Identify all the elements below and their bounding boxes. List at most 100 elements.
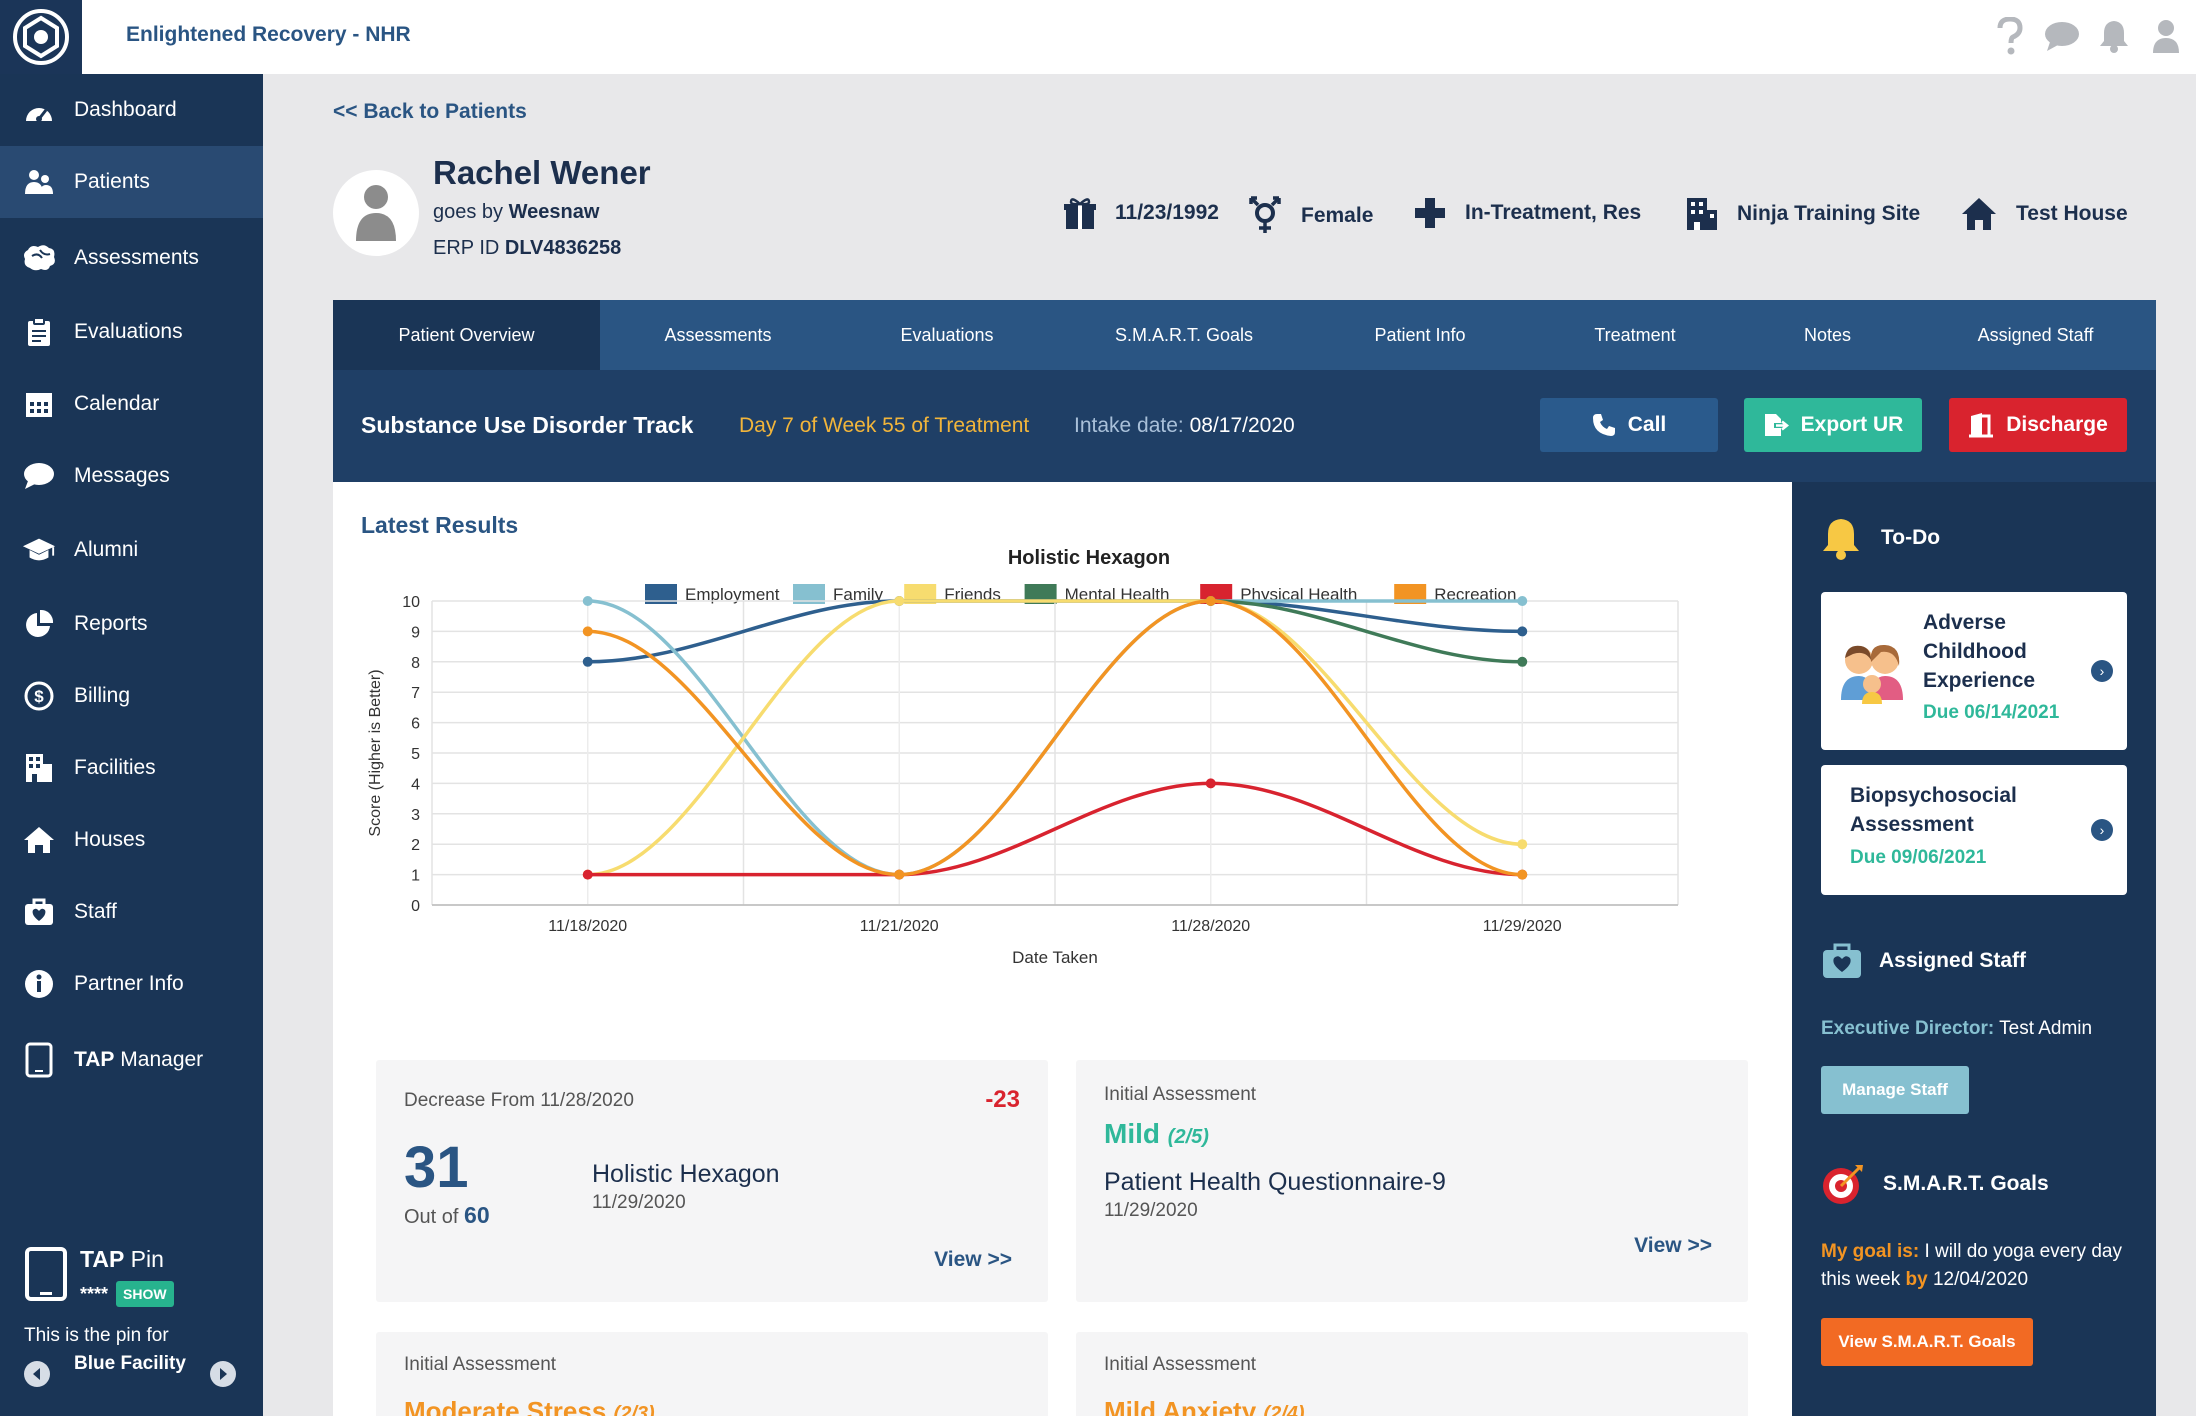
house-icon	[22, 823, 56, 857]
sidebar-item-label: TAP Manager	[74, 1048, 204, 1071]
sidebar-item-label: Evaluations	[74, 320, 183, 343]
goal-by: by	[1905, 1269, 1928, 1290]
pie-chart-icon	[22, 607, 56, 641]
brain-icon	[22, 241, 56, 275]
sidebar-item-label: Reports	[74, 612, 148, 635]
tap-pin-note: This is the pin for	[24, 1325, 169, 1346]
card2-name: Patient Health Questionnaire-9	[1104, 1168, 1446, 1196]
sidebar-item-houses[interactable]: Houses	[0, 804, 263, 876]
overview-content: Latest Results Holistic Hexagon Employmen…	[333, 482, 1792, 1416]
patients-icon	[22, 165, 56, 199]
sidebar-item-dashboard[interactable]: Dashboard	[0, 74, 263, 146]
calendar-icon	[22, 387, 56, 421]
patient-site: Ninja Training Site	[1685, 196, 1920, 232]
goal-text: My goal is: I will do yoga every day thi…	[1821, 1238, 2141, 1294]
assigned-staff-title: Assigned Staff	[1879, 949, 2027, 972]
discharge-button[interactable]: Discharge	[1949, 398, 2127, 452]
tab-assigned-staff[interactable]: Assigned Staff	[1977, 324, 2094, 345]
intake-date: 08/17/2020	[1189, 414, 1295, 437]
sidebar-item-staff[interactable]: Staff	[0, 876, 263, 948]
legend-label-1: Family	[833, 585, 884, 604]
chevron-right-icon[interactable]: ›	[2091, 660, 2113, 682]
tab-evaluations[interactable]: Evaluations	[900, 324, 994, 345]
card1-view-link[interactable]: View >>	[934, 1248, 1012, 1271]
todo-item-biopsychosocial[interactable]: Biopsychosocial Assessment Due 09/06/202…	[1821, 765, 2127, 895]
next-facility-icon[interactable]	[209, 1361, 236, 1392]
tab-patient-overview[interactable]: Patient Overview	[333, 300, 600, 370]
tab-notes[interactable]: Notes	[1803, 324, 1852, 345]
series-point-0-0	[582, 656, 593, 667]
message-icon	[22, 459, 56, 493]
result-card-stress: Initial Assessment Moderate Stress (2/3)	[376, 1332, 1048, 1416]
prev-facility-icon[interactable]	[24, 1361, 50, 1392]
export-ur-button[interactable]: Export UR	[1744, 398, 1922, 452]
show-pin-button[interactable]: SHOW	[116, 1281, 174, 1307]
sidebar-item-assessments[interactable]: Assessments	[0, 222, 263, 294]
tab-smart-goals[interactable]: S.M.A.R.T. Goals	[1114, 324, 1254, 345]
card3-label: Initial Assessment	[404, 1354, 557, 1375]
todo-item-ace[interactable]: Adverse Childhood Experience Due 06/14/2…	[1821, 592, 2127, 750]
smart-goals-header: S.M.A.R.T. Goals	[1821, 1162, 2049, 1206]
y-tick-label: 5	[411, 746, 420, 763]
dollar-icon: $	[22, 679, 56, 713]
medical-cross-icon	[1415, 198, 1445, 228]
patient-dob: 11/23/1992	[1063, 196, 1219, 230]
phone-icon	[1592, 414, 1615, 436]
gender-icon	[1249, 196, 1281, 233]
sidebar-item-billing[interactable]: $ Billing	[0, 660, 263, 732]
todo-ace-title: Adverse Childhood Experience	[1923, 611, 2036, 692]
sidebar-item-calendar[interactable]: Calendar	[0, 368, 263, 440]
tab-patient-info[interactable]: Patient Info	[1374, 324, 1466, 345]
family-icon	[1841, 644, 1903, 704]
patient-erp: ERP ID DLV4836258	[433, 237, 621, 260]
chat-icon[interactable]	[2044, 16, 2080, 56]
tablet-icon	[22, 1042, 56, 1078]
todo-title: To-Do	[1881, 526, 1941, 549]
y-tick-label: 10	[402, 594, 420, 611]
app-title: Enlightened Recovery - NHR	[126, 23, 411, 46]
y-tick-label: 7	[411, 685, 420, 702]
tap-pin-title-bold: TAP	[80, 1246, 125, 1272]
sidebar-item-alumni[interactable]: Alumni	[0, 514, 263, 586]
discharge-label: Discharge	[2006, 413, 2108, 436]
card2-view-link[interactable]: View >>	[1634, 1234, 1712, 1257]
user-icon[interactable]	[2148, 16, 2184, 56]
series-line-2	[587, 599, 1523, 877]
sidebar-item-patients[interactable]: Patients	[0, 146, 263, 218]
bell-icon[interactable]	[2096, 16, 2132, 56]
y-tick-label: 6	[411, 716, 420, 733]
sidebar-item-evaluations[interactable]: Evaluations	[0, 296, 263, 368]
result-card-holistic-hexagon: Decrease From 11/28/2020 -23 31 Out of 6…	[376, 1060, 1048, 1302]
series-point-4-2	[1205, 778, 1216, 789]
y-tick-label: 4	[411, 776, 420, 793]
result-card-anxiety: Initial Assessment Mild Anxiety (2/4)	[1076, 1332, 1748, 1416]
gift-icon	[1064, 198, 1096, 229]
sidebar-item-partner-info[interactable]: Partner Info	[0, 948, 263, 1020]
x-tick-label: 11/18/2020	[548, 918, 627, 935]
chevron-right-icon[interactable]: ›	[2091, 819, 2113, 841]
goal-body: I will do yoga every day this week	[1821, 1241, 2122, 1290]
tablet-icon	[25, 1247, 67, 1301]
sidebar-item-reports[interactable]: Reports	[0, 588, 263, 660]
back-to-patients-link[interactable]: << Back to Patients	[333, 100, 527, 123]
card1-date: 11/29/2020	[592, 1192, 686, 1213]
sidebar-item-messages[interactable]: Messages	[0, 440, 263, 512]
tab-treatment[interactable]: Treatment	[1594, 324, 1676, 345]
view-smart-goals-button[interactable]: View S.M.A.R.T. Goals	[1821, 1318, 2033, 1366]
tab-assessments[interactable]: Assessments	[664, 324, 772, 345]
card3-severity-score: (2/3)	[613, 1403, 655, 1416]
sidebar-item-tap-manager[interactable]: TAP Manager	[0, 1024, 263, 1096]
legend-swatch-2	[904, 584, 937, 604]
manage-staff-button[interactable]: Manage Staff	[1821, 1066, 1969, 1114]
sidebar-item-facilities[interactable]: Facilities	[0, 732, 263, 804]
help-icon[interactable]	[1992, 16, 2028, 56]
y-tick-label: 0	[411, 898, 420, 915]
app-logo[interactable]	[0, 0, 82, 74]
legend-label-4: Physical Health	[1240, 585, 1357, 604]
call-button[interactable]: Call	[1540, 398, 1718, 452]
sidebar: Dashboard Patients Assessments Evaluations C…	[0, 74, 263, 1416]
patient-gender-value: Female	[1301, 204, 1374, 227]
sidebar-item-label: Messages	[74, 464, 170, 487]
erp-id: DLV4836258	[504, 237, 622, 259]
y-tick-label: 2	[411, 837, 420, 854]
